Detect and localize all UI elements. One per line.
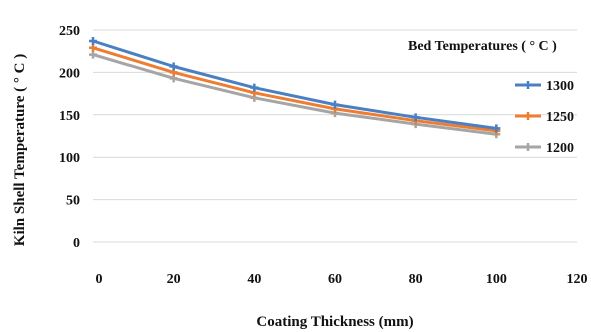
legend-marker-1300 [524, 81, 532, 89]
data-point-1300 [411, 113, 420, 122]
data-point-1250 [89, 43, 97, 52]
legend-marker-1250 [524, 112, 532, 120]
x-tick-label: 80 [409, 272, 423, 287]
legend: 1300 1250 1200 [515, 79, 574, 156]
x-axis-title: Coating Thickness (mm) [256, 314, 413, 330]
x-tick-labels: 0 20 40 60 80 100 120 [96, 272, 588, 287]
data-point-1200 [89, 50, 97, 59]
y-tick-label: 100 [59, 151, 80, 166]
y-axis-title: Kiln Shell Temperature ( ° C ) [12, 54, 28, 246]
y-tick-label: 200 [59, 66, 80, 81]
legend-label-1300: 1300 [546, 79, 574, 94]
y-tick-labels: 0 50 100 150 200 250 [59, 24, 80, 251]
y-tick-label: 250 [59, 24, 80, 39]
data-point-1300 [492, 124, 501, 133]
x-tick-label: 120 [567, 272, 588, 287]
data-point-1300 [331, 100, 339, 109]
legend-label-1250: 1250 [546, 110, 574, 125]
series-line-1200 [92, 53, 497, 136]
series-line-1300 [92, 39, 497, 130]
x-tick-label: 60 [328, 272, 342, 287]
legend-title: Bed Temperatures ( ° C ) [408, 39, 557, 54]
legend-marker-1200 [524, 143, 532, 151]
data-point-1300 [169, 62, 178, 71]
gridlines [93, 29, 577, 243]
x-tick-label: 0 [96, 272, 103, 287]
y-tick-label: 50 [66, 194, 80, 209]
x-tick-label: 40 [247, 272, 261, 287]
x-tick-label: 20 [167, 272, 181, 287]
legend-label-1200: 1200 [546, 141, 574, 156]
y-tick-label: 150 [59, 109, 80, 124]
series-line-1250 [92, 46, 497, 133]
series-lines [89, 37, 501, 139]
data-point-1300 [250, 83, 259, 92]
y-tick-label: 0 [73, 236, 80, 251]
data-point-1300 [89, 37, 97, 46]
x-tick-label: 100 [486, 272, 507, 287]
